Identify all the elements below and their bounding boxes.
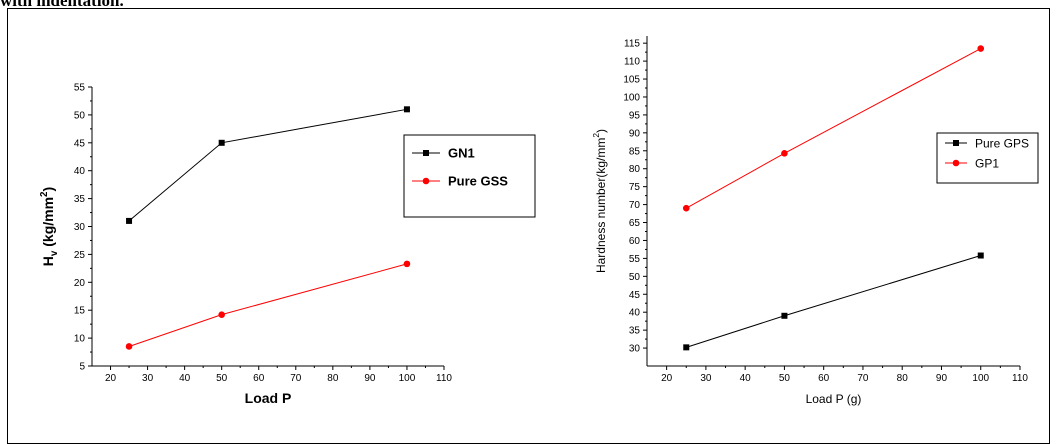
legend-marker (422, 177, 430, 185)
legend-label: Pure GPS (975, 137, 1029, 151)
y-tick-label: 70 (629, 200, 641, 211)
y-tick-label: 110 (624, 57, 640, 68)
x-tick-label: 60 (253, 373, 265, 384)
y-axis-label-part: (kg/mm (40, 197, 56, 251)
y-tick-label: 10 (74, 334, 86, 345)
legend-marker (423, 150, 429, 156)
x-tick-label: 80 (897, 373, 909, 384)
x-tick-label: 110 (436, 373, 452, 384)
x-tick-label: 20 (105, 373, 117, 384)
data-point (403, 260, 411, 268)
x-tick-label: 80 (327, 373, 339, 384)
y-tick-label: 55 (629, 254, 641, 265)
x-tick-label: 110 (1012, 373, 1028, 384)
x-tick-label: 50 (779, 373, 791, 384)
y-axis-label: Hardness number(kg/mm2) (591, 129, 608, 273)
y-tick-label: 30 (629, 344, 641, 355)
y-tick-label: 115 (624, 39, 640, 50)
y-tick-label: 50 (74, 110, 86, 121)
y-tick-label: 20 (74, 278, 86, 289)
y-axis-label-part: ) (594, 129, 608, 133)
series-line-pure-gss (128, 263, 408, 347)
data-point (218, 139, 225, 146)
y-tick-label: 60 (629, 236, 641, 247)
x-tick-label: 20 (661, 373, 673, 384)
y-tick-label: 40 (629, 308, 641, 319)
x-tick-label: 90 (364, 373, 376, 384)
y-axis-label-part: ) (40, 187, 56, 192)
legend-box (403, 134, 536, 218)
y-tick-label: 85 (629, 146, 641, 157)
y-tick-label: 45 (74, 138, 86, 149)
data-point (977, 252, 984, 259)
y-tick-label: 75 (629, 182, 641, 193)
y-tick-label: 35 (74, 194, 86, 205)
x-tick-label: 100 (399, 373, 416, 384)
y-axis-label-part: H (40, 256, 56, 266)
series-line-pure-gps (686, 255, 981, 348)
x-tick-label: 60 (818, 373, 830, 384)
data-point (682, 204, 690, 212)
data-point (125, 343, 133, 350)
x-tick-label: 70 (290, 373, 302, 384)
y-tick-label: 65 (629, 218, 641, 229)
x-tick-label: 40 (179, 373, 191, 384)
y-axis-label-part: v (49, 250, 60, 256)
x-tick-label: 90 (936, 373, 948, 384)
series-line-gn1 (128, 108, 408, 222)
data-point (403, 106, 410, 113)
y-tick-label: 25 (74, 250, 86, 261)
y-tick-label: 50 (629, 272, 641, 283)
y-tick-label: 45 (629, 290, 641, 301)
y-axis-label-part: 2 (39, 191, 50, 197)
y-axis-label-part: Hardness number(kg/mm (594, 138, 608, 273)
series-line-gp1 (686, 48, 981, 209)
y-tick-label: 100 (623, 92, 640, 103)
y-tick-label: 80 (629, 164, 641, 175)
legend-marker (952, 159, 960, 167)
legend-label: GP1 (975, 157, 999, 171)
x-axis-label: Load P (245, 390, 292, 406)
data-point (683, 344, 690, 351)
x-tick-label: 70 (857, 373, 869, 384)
y-tick-label: 5 (79, 362, 85, 373)
y-tick-label: 90 (629, 128, 641, 139)
y-tick-label: 15 (74, 306, 86, 317)
y-tick-label: 40 (74, 166, 86, 177)
chart-1: 20 30 40 50 60 70 80 90 100 110 5 10 15 20 25 30 35 40 45 5… (39, 83, 536, 406)
legend-marker (953, 140, 959, 146)
data-point (781, 149, 788, 157)
y-axis-label-part: 2 (591, 133, 601, 138)
x-tick-label: 40 (740, 373, 752, 384)
y-tick-label: 105 (623, 75, 640, 86)
data-point (218, 311, 225, 318)
charts-canvas: 20 30 40 50 60 70 80 90 100 110 5 10 15 20 25 30 35 40 45 5… (39, 36, 1039, 406)
y-tick-label: 55 (74, 83, 86, 94)
y-tick-label: 30 (74, 222, 86, 233)
data-point (126, 217, 133, 224)
x-tick-label: 30 (700, 373, 712, 384)
y-axis-label: Hv (kg/mm2) (39, 187, 60, 266)
figure-caption: with indentation. (0, 0, 124, 10)
chart-2: 20 30 40 50 60 70 80 90 100 110 30 35 40 45 50 55 60 65 70… (591, 36, 1039, 406)
legend-label: GN1 (448, 146, 475, 161)
x-tick-label: 30 (142, 373, 154, 384)
y-tick-label: 95 (629, 110, 641, 121)
x-tick-label: 100 (972, 373, 989, 384)
x-tick-label: 50 (216, 373, 228, 384)
y-tick-label: 35 (629, 326, 641, 337)
x-axis-label: Load P (g) (806, 392, 862, 406)
data-point (781, 312, 788, 319)
legend-label: Pure GSS (448, 174, 508, 189)
data-point (977, 45, 985, 52)
